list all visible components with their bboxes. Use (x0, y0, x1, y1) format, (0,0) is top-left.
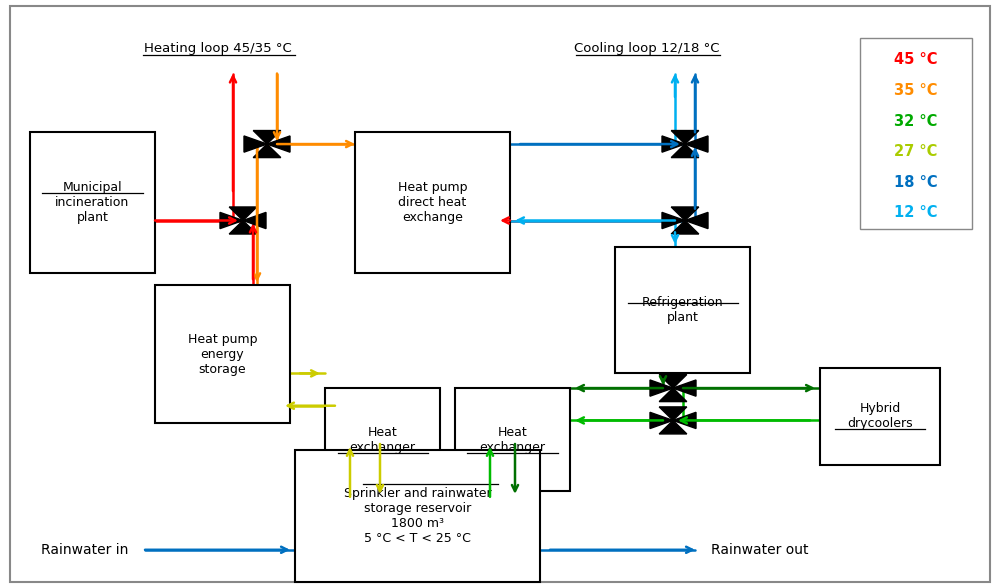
Polygon shape (673, 412, 696, 429)
Polygon shape (659, 407, 687, 420)
Polygon shape (650, 380, 673, 396)
FancyBboxPatch shape (295, 450, 540, 582)
Polygon shape (253, 144, 281, 158)
Text: Heat pump
energy
storage: Heat pump energy storage (188, 333, 257, 376)
Text: 45 °C: 45 °C (894, 52, 938, 68)
Polygon shape (229, 207, 257, 220)
Polygon shape (685, 136, 708, 152)
Text: Heating loop 45/35 °C: Heating loop 45/35 °C (144, 42, 292, 55)
Polygon shape (229, 220, 257, 234)
FancyBboxPatch shape (615, 247, 750, 373)
FancyBboxPatch shape (10, 6, 990, 582)
Text: Cooling loop 12/18 °C: Cooling loop 12/18 °C (574, 42, 720, 55)
Polygon shape (671, 144, 699, 158)
Polygon shape (267, 136, 290, 152)
FancyBboxPatch shape (30, 132, 155, 273)
Polygon shape (671, 207, 699, 220)
FancyBboxPatch shape (860, 38, 972, 229)
Polygon shape (685, 212, 708, 229)
Polygon shape (659, 420, 687, 434)
Text: Refrigeration
plant: Refrigeration plant (642, 296, 723, 324)
Polygon shape (220, 212, 243, 229)
FancyBboxPatch shape (355, 132, 510, 273)
Polygon shape (671, 220, 699, 234)
Polygon shape (662, 136, 685, 152)
Polygon shape (650, 412, 673, 429)
FancyBboxPatch shape (820, 368, 940, 465)
Polygon shape (659, 375, 687, 388)
FancyBboxPatch shape (455, 388, 570, 491)
Text: 18 °C: 18 °C (894, 175, 938, 190)
Text: Sprinkler and rainwater
storage reservoir
1800 m³
5 °C < T < 25 °C: Sprinkler and rainwater storage reservoi… (344, 487, 491, 545)
Text: Municipal
incineration
plant: Municipal incineration plant (55, 181, 130, 225)
Text: Rainwater out: Rainwater out (711, 543, 809, 557)
Polygon shape (244, 136, 267, 152)
Text: 12 °C: 12 °C (894, 205, 938, 220)
Text: 35 °C: 35 °C (894, 83, 938, 98)
Text: Rainwater in: Rainwater in (41, 543, 129, 557)
FancyBboxPatch shape (155, 285, 290, 423)
Text: Heat pump
direct heat
exchange: Heat pump direct heat exchange (398, 181, 467, 225)
Polygon shape (671, 131, 699, 144)
Text: 27 °C: 27 °C (894, 144, 938, 159)
Text: Heat
exchanger: Heat exchanger (350, 426, 416, 453)
Polygon shape (673, 380, 696, 396)
Polygon shape (253, 131, 281, 144)
FancyBboxPatch shape (325, 388, 440, 491)
Polygon shape (659, 388, 687, 402)
Text: 32 °C: 32 °C (894, 113, 938, 129)
Text: Hybrid
drycoolers: Hybrid drycoolers (847, 402, 913, 430)
Polygon shape (243, 212, 266, 229)
Text: Heat
exchanger: Heat exchanger (480, 426, 546, 453)
Polygon shape (662, 212, 685, 229)
